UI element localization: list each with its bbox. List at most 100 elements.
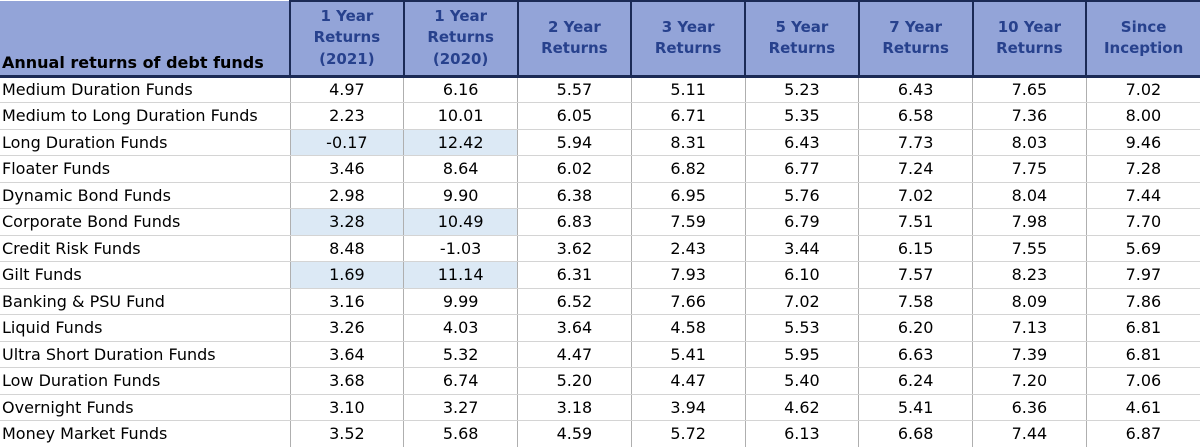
return-value: 3.62 [517, 235, 632, 262]
return-value: 8.48 [289, 235, 404, 262]
return-value: 6.81 [1085, 341, 1200, 368]
return-value: 7.51 [858, 208, 973, 236]
return-value: 7.44 [972, 420, 1087, 447]
fund-name: Long Duration Funds [0, 129, 290, 156]
return-value: 6.63 [858, 341, 973, 368]
column-header: 1 Year Returns (2020) [402, 0, 518, 78]
table-row: Corporate Bond Funds 3.28 10.49 6.83 7.59 6.7… [0, 208, 1200, 236]
return-value: 9.46 [1085, 129, 1200, 156]
return-value: 3.94 [630, 394, 745, 421]
column-header: 1 Year Returns (2021) [289, 0, 404, 78]
return-value: -1.03 [403, 235, 518, 262]
fund-name: Ultra Short Duration Funds [0, 341, 290, 368]
table-row: Ultra Short Duration Funds 3.64 5.32 4.47 5.… [0, 341, 1200, 368]
return-value: 6.82 [630, 155, 745, 183]
return-value: 8.03 [972, 129, 1087, 156]
return-value: 9.99 [403, 288, 518, 315]
table-row: Liquid Funds 3.26 4.03 3.64 4.58 5.53 6.20 7.13… [0, 314, 1200, 342]
return-value: 7.66 [630, 288, 745, 315]
return-value: 8.64 [403, 155, 518, 183]
return-value: 6.15 [858, 235, 973, 262]
return-value: 6.24 [858, 367, 973, 395]
fund-name: Floater Funds [0, 155, 290, 183]
return-value: 8.04 [972, 182, 1087, 209]
fund-name: Dynamic Bond Funds [0, 182, 290, 209]
column-header: 5 Year Returns [744, 0, 859, 78]
column-header: 2 Year Returns [516, 0, 632, 78]
table-row: Gilt Funds 1.69 11.14 6.31 7.93 6.10 7.57 8.23 7… [0, 261, 1200, 289]
return-value: 5.68 [403, 420, 518, 447]
return-value: 5.57 [517, 76, 632, 103]
return-value: 7.44 [1085, 182, 1200, 209]
return-value: 3.46 [289, 155, 404, 183]
return-value: 5.11 [630, 76, 745, 103]
return-value: 4.62 [744, 394, 859, 421]
return-value: 4.61 [1085, 394, 1200, 421]
return-value: 7.97 [1085, 261, 1200, 289]
return-value: 7.59 [630, 208, 745, 236]
return-value: 6.83 [517, 208, 632, 236]
fund-name: Corporate Bond Funds [0, 208, 290, 236]
return-value: 5.95 [744, 341, 859, 368]
return-value: 5.32 [403, 341, 518, 368]
column-header: 3 Year Returns [630, 0, 745, 78]
return-value: 6.43 [744, 129, 859, 156]
return-value: 6.58 [858, 102, 973, 130]
return-value: 7.57 [858, 261, 973, 289]
return-value: 8.23 [972, 261, 1087, 289]
table-row: Low Duration Funds 3.68 6.74 5.20 4.47 5.40 6.… [0, 367, 1200, 395]
return-value: 5.40 [744, 367, 859, 395]
fund-name: Medium to Long Duration Funds [0, 102, 290, 130]
return-value: 10.49 [403, 208, 518, 236]
return-value: 5.76 [744, 182, 859, 209]
return-value: 6.74 [403, 367, 518, 395]
return-value: 8.09 [972, 288, 1087, 315]
return-value: 7.70 [1085, 208, 1200, 236]
return-value: 5.35 [744, 102, 859, 130]
table-row: Medium Duration Funds 4.97 6.16 5.57 5.11 5.2… [0, 76, 1200, 103]
fund-name: Medium Duration Funds [0, 76, 290, 103]
return-value: 2.98 [289, 182, 404, 209]
column-header: Since Inception [1085, 0, 1200, 78]
fund-name: Banking & PSU Fund [0, 288, 290, 315]
return-value: 7.36 [972, 102, 1087, 130]
return-value: 7.93 [630, 261, 745, 289]
header-row: Annual returns of debt funds 1 Year Retu… [0, 0, 1200, 78]
return-value: 6.81 [1085, 314, 1200, 342]
return-value: 7.24 [858, 155, 973, 183]
table-title: Annual returns of debt funds [0, 1, 290, 78]
return-value: 7.55 [972, 235, 1087, 262]
return-value: 6.95 [630, 182, 745, 209]
return-value: 6.38 [517, 182, 632, 209]
table-row: Floater Funds 3.46 8.64 6.02 6.82 6.77 7.24 7.7… [0, 155, 1200, 183]
return-value: 4.59 [517, 420, 632, 447]
return-value: 7.73 [858, 129, 973, 156]
return-value: 7.28 [1085, 155, 1200, 183]
return-value: 7.02 [1085, 76, 1200, 103]
return-value: 7.75 [972, 155, 1087, 183]
return-value: 6.13 [744, 420, 859, 447]
return-value: 6.10 [744, 261, 859, 289]
return-value: 7.02 [858, 182, 973, 209]
return-value: 7.39 [972, 341, 1087, 368]
fund-name: Money Market Funds [0, 420, 290, 447]
return-value: 5.69 [1085, 235, 1200, 262]
return-value: 7.58 [858, 288, 973, 315]
return-value: 4.97 [289, 76, 404, 103]
return-value: 3.44 [744, 235, 859, 262]
return-value: 9.90 [403, 182, 518, 209]
return-value: 6.43 [858, 76, 973, 103]
fund-name: Liquid Funds [0, 314, 290, 342]
return-value: 6.05 [517, 102, 632, 130]
return-value: 5.41 [858, 394, 973, 421]
table-row: Dynamic Bond Funds 2.98 9.90 6.38 6.95 5.76 7.… [0, 182, 1200, 209]
table-row: Money Market Funds 3.52 5.68 4.59 5.72 6.13 6.… [0, 420, 1200, 447]
table-row: Overnight Funds 3.10 3.27 3.18 3.94 4.62 5.41 6… [0, 394, 1200, 421]
return-value: 3.52 [289, 420, 404, 447]
column-header: 7 Year Returns [857, 0, 973, 78]
column-header: 10 Year Returns [971, 0, 1087, 78]
return-value: 8.00 [1085, 102, 1200, 130]
return-value: 8.31 [630, 129, 745, 156]
return-value: 5.53 [744, 314, 859, 342]
